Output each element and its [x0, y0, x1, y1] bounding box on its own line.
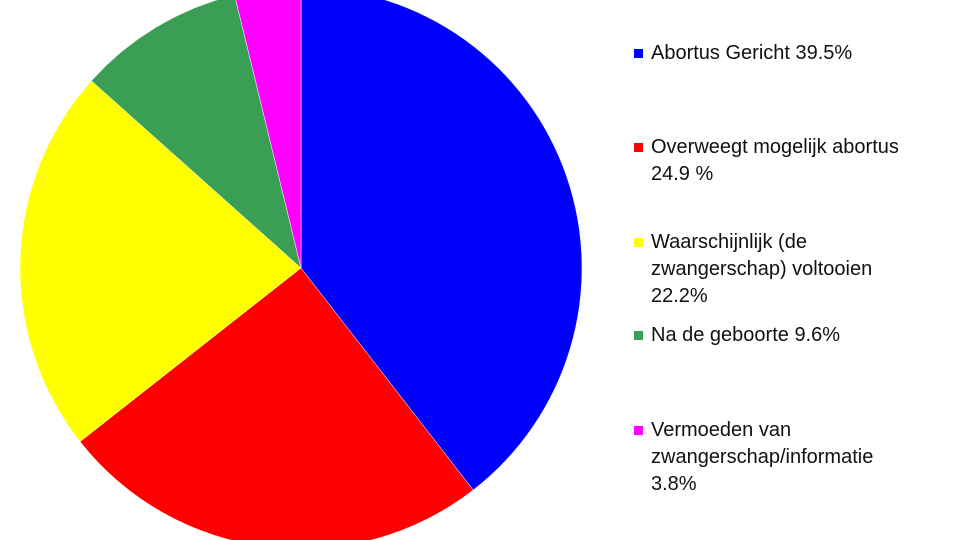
legend-item-waarschijnlijk: Waarschijnlijk (de zwangerschap) voltooi… [634, 229, 960, 310]
legend-swatch [634, 143, 643, 152]
legend-label: Waarschijnlijk (de zwangerschap) voltooi… [651, 231, 873, 307]
legend-item-na-de-geboorte: Na de geboorte 9.6% [634, 322, 960, 349]
legend-item-vermoeden: Vermoeden van zwangerschap/informatie 3.… [634, 417, 960, 498]
legend-item-abortus-gericht: Abortus Gericht 39.5% [634, 40, 960, 67]
legend-swatch [634, 49, 643, 58]
legend-label: Abortus Gericht 39.5% [651, 42, 853, 64]
pie-slice-overweegt [79, 267, 474, 540]
pie-slice-abortus-gericht [300, 0, 583, 491]
legend-swatch [634, 426, 643, 435]
legend-swatch [634, 331, 643, 340]
pie-slice-na-de-geboorte [91, 0, 302, 269]
pie-slice-waarschijnlijk [19, 80, 302, 442]
legend-item-overweegt: Overweegt mogelijk abortus 24.9 % [634, 134, 960, 188]
legend-label: Vermoeden van zwangerschap/informatie 3.… [651, 419, 874, 495]
pie-slice-vermoeden [235, 0, 302, 269]
legend-swatch [634, 238, 643, 247]
legend-label: Overweegt mogelijk abortus 24.9 % [651, 136, 899, 185]
legend-label: Na de geboorte 9.6% [651, 324, 841, 346]
